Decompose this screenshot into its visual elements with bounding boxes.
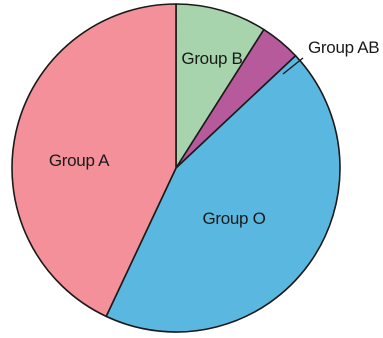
- slice-label-group-b: Group B: [181, 49, 242, 68]
- pie-slices: [11, 3, 341, 333]
- pie-slice-group-o: [105, 54, 341, 333]
- pie-labels: Group B Group AB Group O Group A: [49, 38, 380, 228]
- slice-label-group-a: Group A: [49, 151, 110, 170]
- slice-label-group-o: Group O: [202, 209, 265, 228]
- pie-slice-group-a: [11, 3, 177, 318]
- pie-slice-group-b: [175, 3, 265, 169]
- slice-label-group-ab: Group AB: [308, 38, 379, 57]
- group-ab-leader-line: [282, 57, 304, 75]
